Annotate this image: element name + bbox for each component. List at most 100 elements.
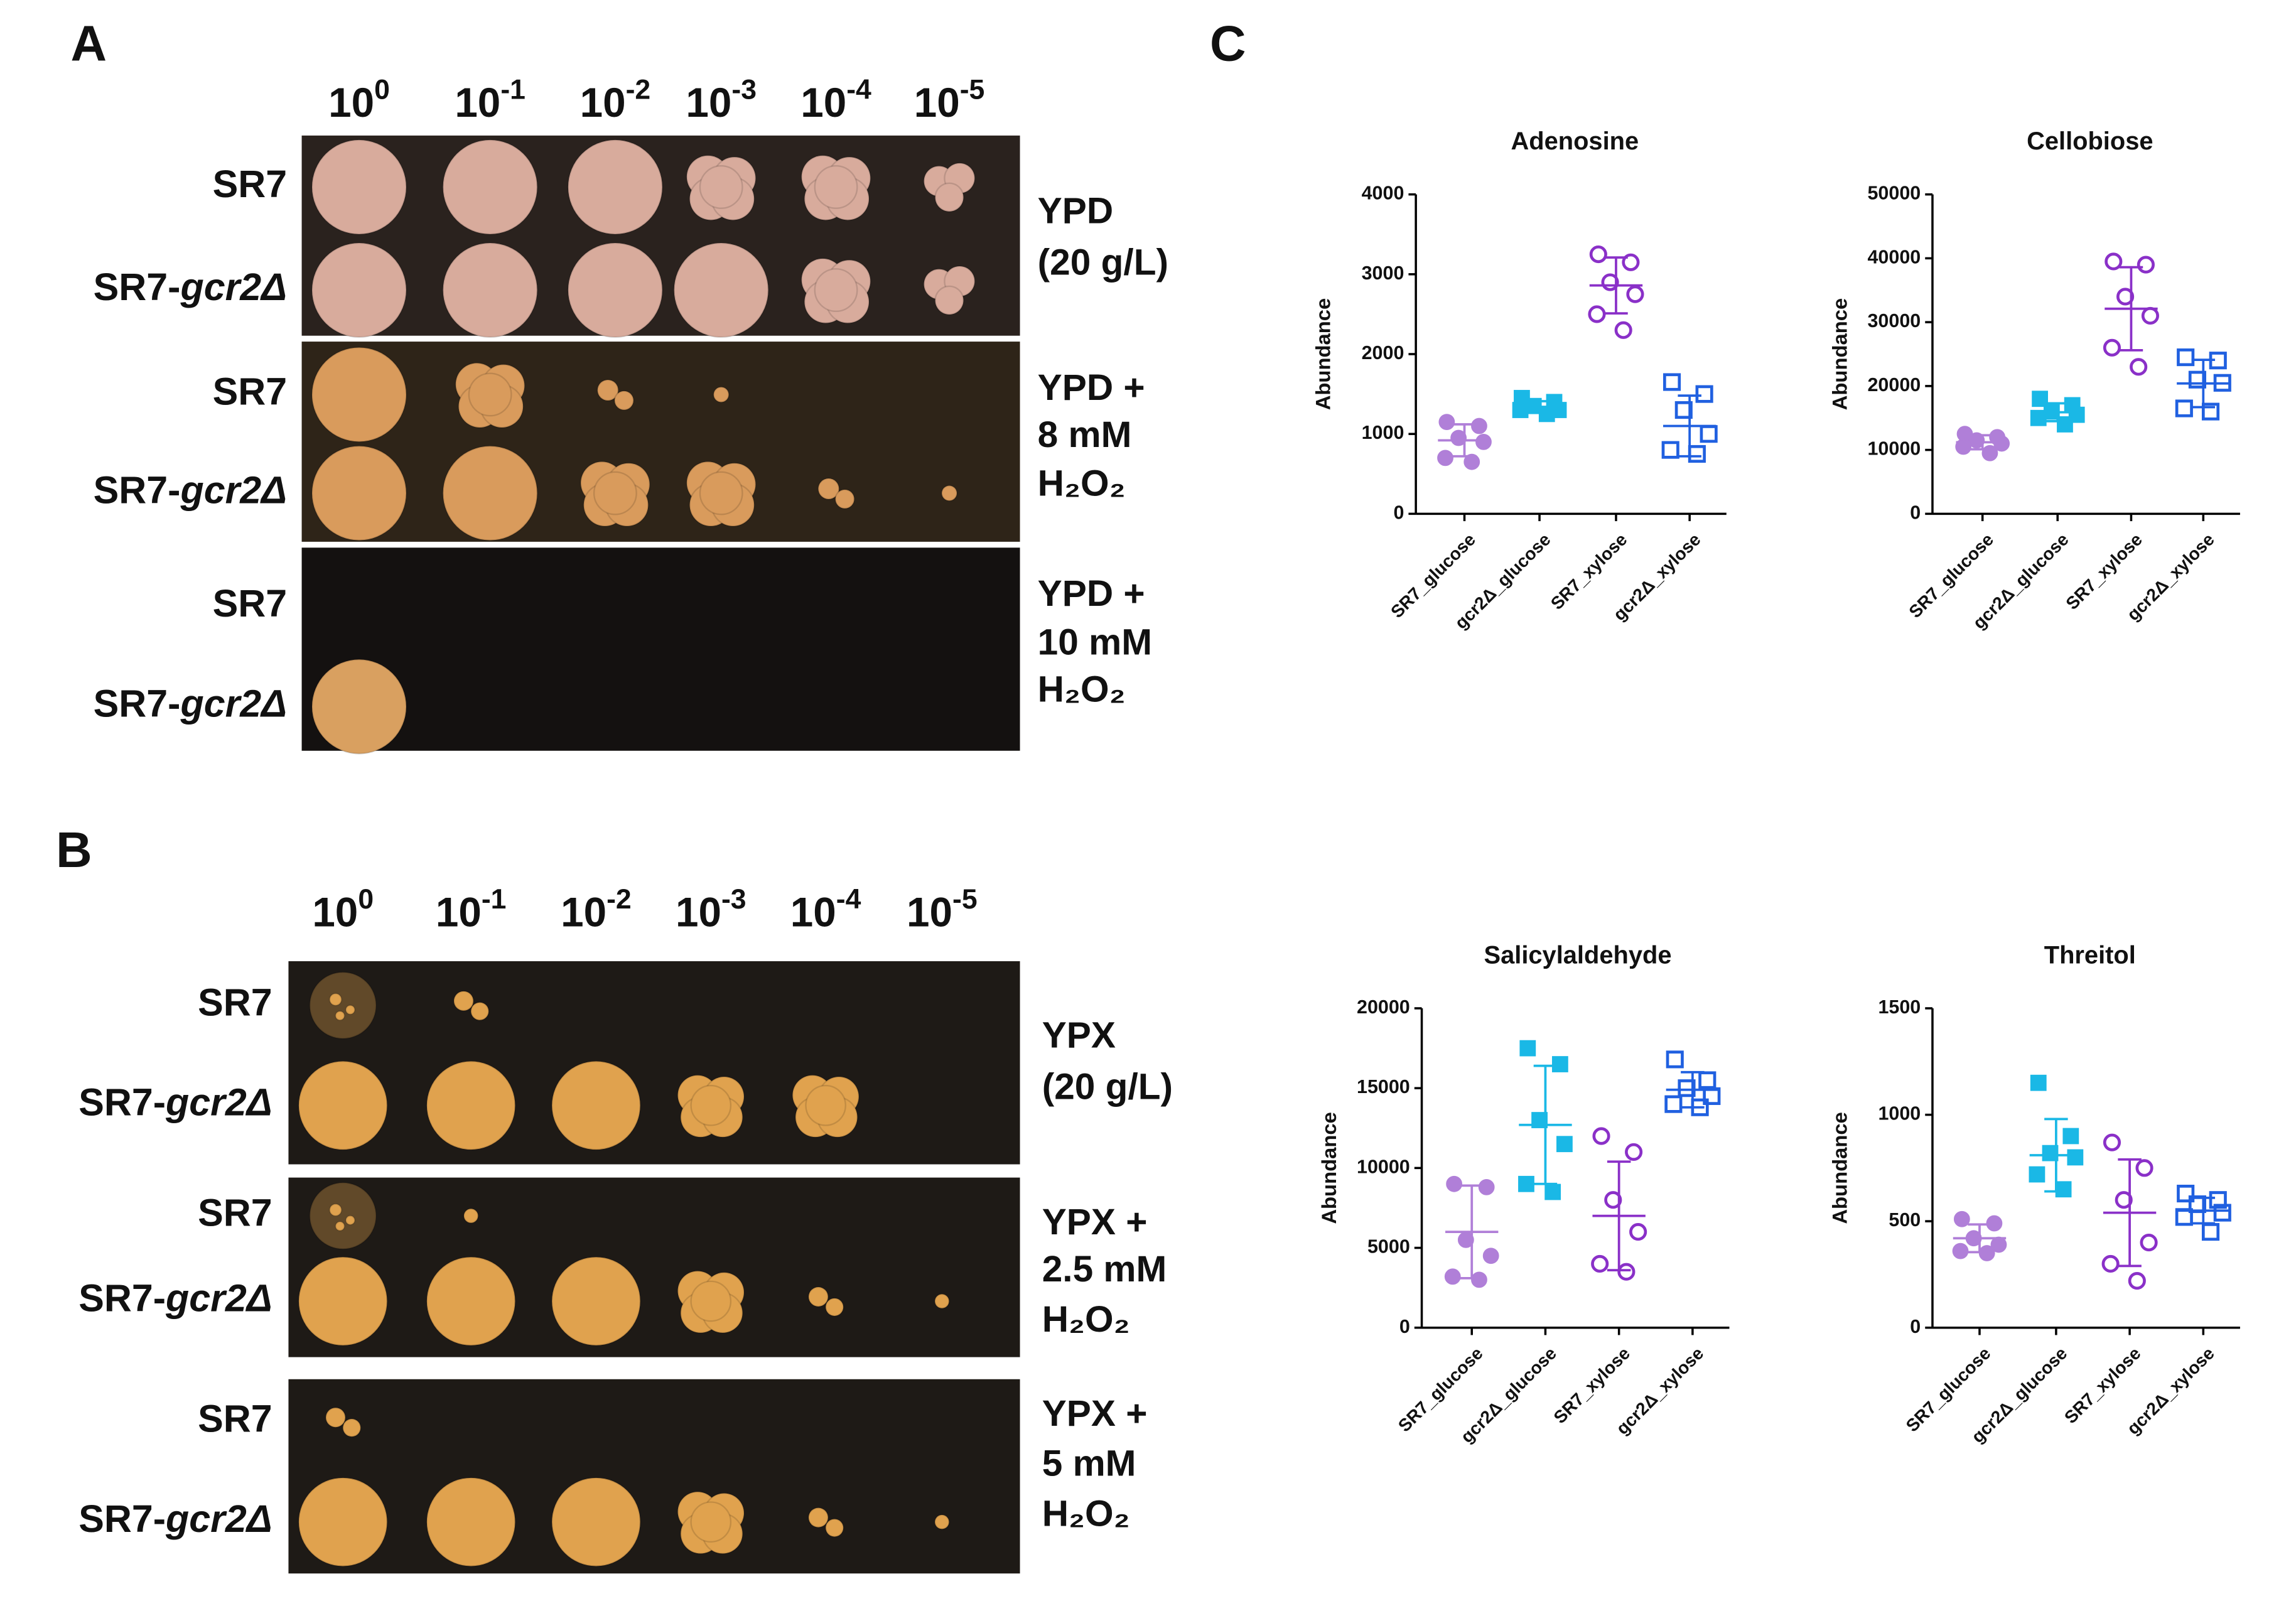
- data-point: [1601, 273, 1619, 291]
- data-point: [1965, 1230, 1982, 1247]
- plate: [301, 342, 1020, 542]
- dilution-base: 10: [312, 890, 358, 935]
- colony: [551, 1477, 641, 1567]
- data-point: [2067, 1149, 2084, 1166]
- colony: [453, 990, 475, 1011]
- dilution-exponent: -5: [960, 74, 985, 105]
- strain-name: SR7: [213, 582, 288, 625]
- y-tick-label: 20000: [1357, 996, 1410, 1018]
- colony: [699, 165, 743, 209]
- plate-photo: [301, 342, 1020, 542]
- strain-name: SR7-: [94, 266, 181, 308]
- plate: [301, 547, 1020, 755]
- dilution-exponent: 0: [358, 884, 374, 915]
- condition-label: YPD +: [1038, 367, 1145, 408]
- data-point: [1588, 305, 1606, 323]
- data-point: [1986, 1215, 2003, 1232]
- strain-gene: gcr2Δ: [165, 1497, 272, 1540]
- strain-label: SR7: [213, 370, 288, 413]
- y-axis-label: Abundance: [1317, 1112, 1340, 1224]
- strain-name: SR7-: [94, 682, 181, 725]
- strain-name: SR7: [198, 1192, 272, 1234]
- dilution-exponent: -4: [846, 74, 871, 105]
- data-point: [2188, 370, 2207, 389]
- colony: [934, 1514, 950, 1530]
- colony: [463, 1208, 479, 1224]
- panel-label: C: [1210, 15, 1246, 71]
- data-point: [2177, 1184, 2195, 1203]
- strain-name: SR7: [198, 1398, 272, 1440]
- data-point: [1478, 1178, 1495, 1195]
- colony: [567, 139, 664, 235]
- y-tick-label: 20000: [1867, 374, 1921, 396]
- data-point: [1695, 385, 1713, 403]
- data-point: [1614, 321, 1632, 339]
- colony: [596, 379, 619, 402]
- data-point: [1990, 1236, 2007, 1253]
- colony: [805, 1084, 846, 1126]
- data-point: [1622, 253, 1640, 271]
- data-point: [1471, 1271, 1487, 1288]
- dilution-exponent: -3: [731, 74, 757, 105]
- colony: [442, 139, 538, 235]
- data-point: [2055, 1181, 2072, 1198]
- data-point: [2029, 1166, 2045, 1183]
- data-point: [1698, 1071, 1717, 1089]
- data-point: [2103, 1133, 2121, 1151]
- data-point: [2032, 391, 2048, 407]
- chart-title: Cellobiose: [2027, 127, 2153, 155]
- colony: [824, 1297, 844, 1317]
- y-axis-label: Abundance: [1311, 298, 1334, 411]
- dilution-base: 10: [790, 890, 836, 935]
- data-point: [2030, 1074, 2047, 1091]
- data-point: [2135, 1159, 2153, 1177]
- colony: [551, 1060, 641, 1151]
- strain-gene: gcr2Δ: [165, 1081, 272, 1124]
- data-point: [1444, 1268, 1461, 1285]
- colony: [613, 390, 635, 411]
- dilution-base: 10: [686, 80, 731, 126]
- strain-label: SR7: [198, 1398, 272, 1440]
- plate-photo: [288, 1177, 1020, 1357]
- data-point: [2101, 1254, 2120, 1273]
- data-point: [1482, 1248, 1499, 1264]
- colony: [345, 1215, 356, 1226]
- colony: [328, 993, 343, 1006]
- data-point: [1589, 245, 1607, 264]
- data-point: [1538, 406, 1555, 423]
- y-tick-label: 40000: [1867, 246, 1921, 267]
- data-point: [2141, 306, 2159, 325]
- data-point: [2188, 1195, 2207, 1214]
- colony: [824, 1518, 844, 1538]
- y-tick-label: 30000: [1867, 310, 1921, 331]
- dilution-label: 10-5: [907, 884, 978, 935]
- plate: [288, 1177, 1020, 1357]
- strain-label: SR7: [198, 1192, 272, 1234]
- dilution-exponent: -1: [500, 74, 525, 105]
- colony: [426, 1060, 516, 1151]
- plate: [288, 961, 1020, 1165]
- y-tick-label: 50000: [1867, 183, 1921, 204]
- data-point: [2103, 338, 2121, 357]
- data-point: [2175, 399, 2193, 418]
- condition-label: YPX +: [1042, 1393, 1148, 1434]
- data-point: [2115, 1191, 2133, 1209]
- strain-label: SR7: [213, 163, 288, 205]
- data-point: [1544, 1183, 1561, 1200]
- colony: [934, 285, 964, 316]
- colony: [814, 268, 858, 312]
- strain-gene: gcr2Δ: [165, 1277, 272, 1320]
- condition-label: YPD: [1038, 191, 1113, 232]
- dilution-exponent: -2: [626, 74, 651, 105]
- data-point: [2042, 1145, 2059, 1161]
- data-point: [1678, 1079, 1696, 1097]
- dilution-exponent: -5: [952, 884, 978, 915]
- dilution-exponent: 0: [374, 74, 390, 105]
- strain-name: SR7-: [78, 1081, 166, 1124]
- condition-label: (20 g/L): [1042, 1066, 1173, 1107]
- chart-title: Salicylaldehyde: [1484, 942, 1672, 969]
- data-point: [2140, 1234, 2158, 1252]
- y-axis-label: Abundance: [1828, 1112, 1851, 1224]
- data-point: [1518, 1175, 1534, 1192]
- data-point: [2116, 288, 2135, 306]
